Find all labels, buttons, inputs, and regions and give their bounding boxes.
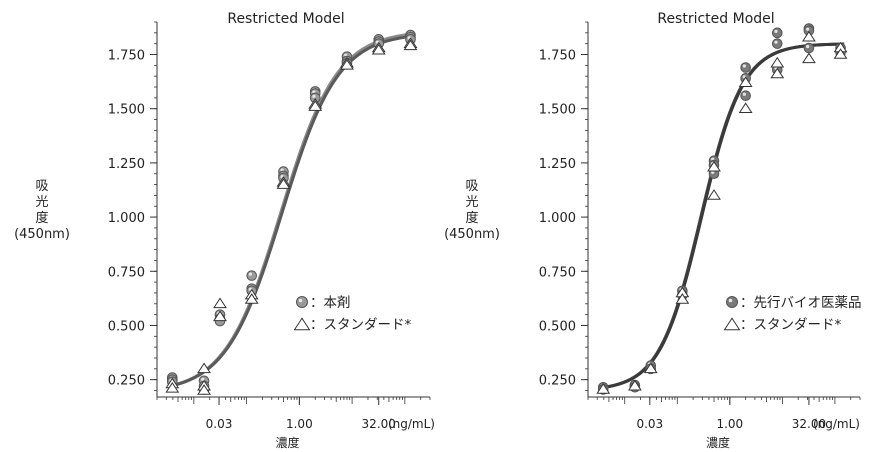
data-point-triangle — [596, 383, 611, 394]
y-tick-label: 1.000 — [539, 211, 576, 226]
y-tick-label: 0.750 — [108, 265, 145, 280]
data-point-triangle — [707, 189, 721, 200]
y-axis-label-line: (450nm) — [14, 227, 70, 242]
legend-circle-marker — [296, 296, 308, 308]
x-unit-label: (ng/mL) — [388, 417, 435, 431]
data-point-highlight — [806, 27, 810, 31]
y-axis-label-line: 吸 — [35, 179, 48, 194]
x-tick-label: 32.00 — [792, 417, 826, 431]
data-point-highlight — [742, 92, 746, 96]
data-point-triangle — [801, 52, 816, 64]
data-point-triangle — [197, 384, 211, 395]
x-axis-label: 濃度 — [275, 435, 299, 450]
data-point-highlight — [774, 40, 778, 44]
y-axis-label-line: 光 — [35, 195, 48, 210]
x-tick-label: 0.03 — [206, 417, 233, 431]
legend-marker-highlight — [728, 298, 733, 303]
y-tick-label: 1.750 — [108, 49, 145, 64]
chart-panel-1: Restricted Model 0.250 0.500 0.750 1.000 1.25… — [14, 11, 435, 450]
x-tick-label: 32.00 — [362, 417, 396, 431]
data-point-highlight — [806, 44, 810, 49]
data-point-triangle — [276, 178, 291, 189]
data-point-circle — [246, 270, 258, 281]
x-tick-label: 1.00 — [716, 417, 743, 431]
y-tick-label: 0.500 — [539, 319, 576, 334]
y-tick-label: 1.250 — [539, 157, 576, 172]
data-point-highlight — [201, 377, 205, 381]
data-point-highlight — [312, 94, 316, 98]
data-point-circle — [740, 90, 751, 101]
fit-curve — [600, 42, 845, 390]
fit-curve — [169, 34, 415, 388]
data-point-triangle — [213, 310, 227, 322]
data-point-triangle — [197, 362, 211, 374]
legend-label: ：スタンダード* — [740, 317, 841, 333]
data-point-triangle — [738, 76, 753, 87]
legend-marker-highlight — [298, 298, 303, 303]
data-point-highlight — [742, 64, 746, 68]
fit-curve — [600, 42, 845, 390]
data-point-triangle — [738, 102, 753, 113]
y-tick-label: 1.500 — [108, 103, 145, 118]
data-point-triangle — [833, 48, 848, 59]
y-tick-label: 1.000 — [108, 211, 145, 226]
data-point-triangle — [308, 100, 323, 111]
data-point-triangle — [213, 297, 227, 309]
y-axis-label-line: 光 — [465, 195, 478, 210]
data-point-circle — [740, 62, 751, 73]
data-point-circle — [771, 38, 783, 49]
y-axis-label-line: 吸 — [465, 179, 478, 194]
chart-title: Restricted Model — [657, 11, 774, 27]
y-tick-label: 0.250 — [108, 374, 145, 389]
x-unit-label: (ng/mL) — [813, 417, 860, 431]
x-axis-label: 濃度 — [706, 435, 730, 450]
legend-triangle-marker — [723, 317, 741, 331]
legend-circle-marker — [726, 296, 738, 308]
data-point-triangle — [801, 30, 816, 42]
data-point-highlight — [248, 272, 253, 276]
y-tick-label: 0.250 — [539, 374, 576, 389]
data-point-highlight — [774, 29, 778, 33]
legend-label: ：スタンダード* — [310, 317, 411, 333]
data-point-triangle — [340, 59, 354, 70]
data-point-triangle — [643, 362, 658, 374]
y-tick-label: 0.750 — [539, 265, 576, 280]
data-point-triangle — [770, 56, 785, 68]
legend-label: ：先行バイオ医薬品 — [740, 295, 862, 311]
legend-label: ：本剤 — [310, 295, 351, 311]
data-point-triangle — [403, 39, 418, 51]
data-point-triangle — [371, 43, 386, 55]
y-axis-label-line: (450nm) — [444, 227, 500, 242]
x-tick-label: 0.03 — [636, 417, 663, 431]
data-point-triangle — [707, 160, 721, 172]
fit-curve — [169, 32, 415, 388]
chart-panel-2: Restricted Model 0.250 0.500 0.750 1.000 1.25… — [444, 11, 861, 450]
data-point-circle — [771, 27, 783, 39]
y-tick-label: 1.250 — [108, 157, 145, 172]
data-point-triangle — [770, 67, 785, 79]
data-point-triangle — [244, 293, 259, 304]
legend-triangle-marker — [293, 317, 311, 331]
chart-title: Restricted Model — [227, 11, 344, 27]
data-point-triangle — [675, 293, 690, 304]
y-axis-label-line: 度 — [35, 210, 48, 226]
y-tick-label: 0.500 — [108, 319, 145, 334]
y-tick-label: 1.750 — [539, 49, 576, 64]
y-axis-label-line: 度 — [465, 210, 478, 226]
data-point-triangle — [627, 379, 642, 391]
data-point-circle — [803, 42, 815, 54]
data-point-triangle — [165, 382, 180, 393]
x-tick-label: 1.00 — [286, 417, 313, 431]
y-tick-label: 1.500 — [539, 103, 576, 118]
